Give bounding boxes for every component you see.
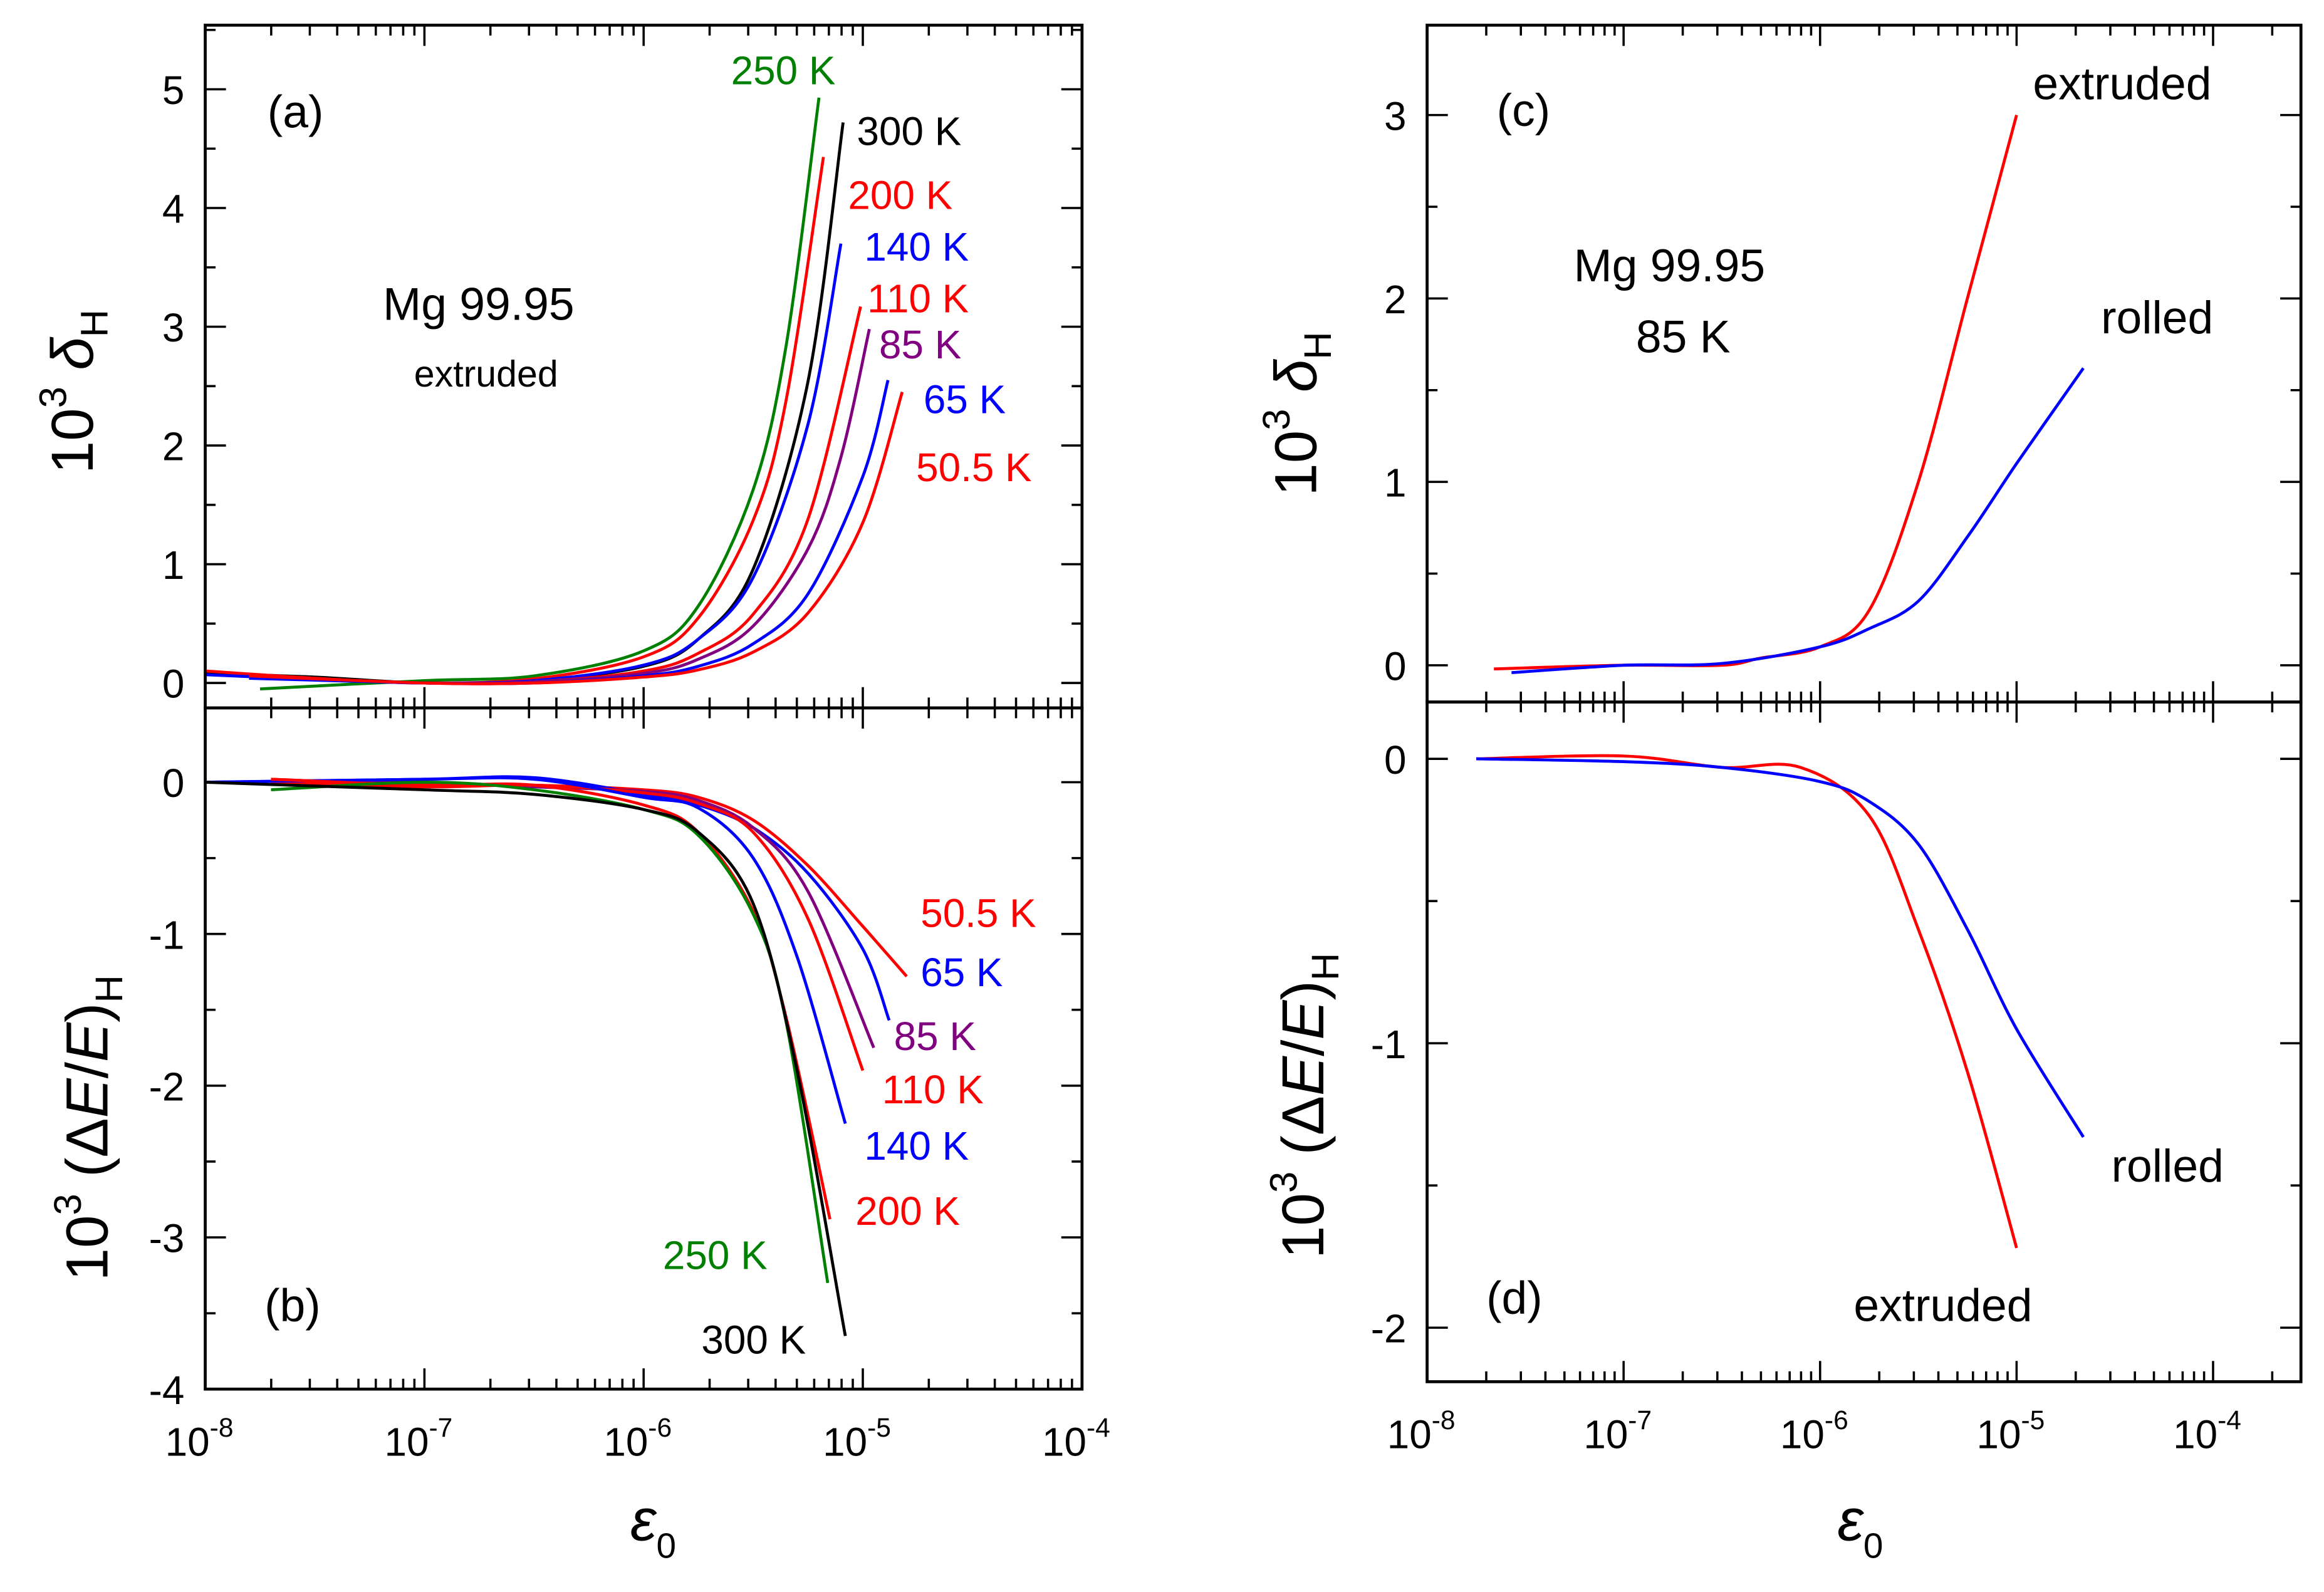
y-axis-title-c: 103 δH [1255, 331, 1340, 496]
series-label-85K: 85 K [879, 322, 961, 367]
x-tick-label: 10-4 [2173, 1405, 2241, 1457]
plot-frame [1425, 23, 2303, 704]
panel-label-c: (c) [1497, 85, 1550, 136]
panel-d: 10-8 10-7 10-6 10-5 10-4 0 -1 -2 [1371, 700, 2303, 1457]
y-tick-label: 0 [162, 662, 184, 707]
y-tick-label: 0 [162, 761, 184, 806]
panel-label-a: (a) [268, 86, 324, 137]
y-tick-label: -2 [149, 1064, 185, 1109]
plot-frame [204, 706, 1084, 1391]
y-tick-label: 5 [162, 68, 184, 113]
series-line-250K [271, 781, 830, 1284]
y-tick-label: 1 [1384, 460, 1407, 506]
panel-c: 0 1 2 3 [1384, 23, 2303, 704]
series-line-300K [205, 122, 845, 685]
y-tick-label: 2 [1384, 277, 1407, 322]
series-label-rolled: rolled [2101, 292, 2213, 343]
y-tick-label: 3 [1384, 93, 1407, 138]
x-tick-label: 10-6 [603, 1413, 672, 1465]
series-line-65K [205, 775, 891, 1021]
annotation-material: Mg 99.95 [383, 279, 574, 330]
annotation-temperature: 85 K [1636, 311, 1731, 363]
series-line-rolled [1511, 367, 2085, 674]
x-tick-label: 10-8 [165, 1413, 234, 1465]
x-tick-label: 10-6 [1780, 1405, 1848, 1457]
y-tick-label: -2 [1371, 1306, 1407, 1351]
x-tick-label: 10-5 [823, 1413, 891, 1465]
y-axis-title-d: 103 (ΔE/E)H [1263, 953, 1347, 1259]
y-tick-label: -1 [149, 912, 185, 957]
plot-frame [1425, 700, 2303, 1383]
y-tick-label: -3 [149, 1216, 185, 1261]
series-label-extruded: extruded [1853, 1279, 2032, 1331]
series-line-140K [205, 776, 847, 1125]
series-line-65K [249, 380, 890, 685]
annotation-state: extruded [414, 353, 558, 395]
series-line-300K [205, 781, 847, 1336]
series-line-extruded [1476, 754, 2018, 1249]
panel-a: 0 1 2 3 4 5 [162, 23, 1084, 710]
y-axis-title-a: 103 δH [31, 310, 116, 474]
panel-label-d: (d) [1486, 1272, 1543, 1324]
series-label-250K: 250 K [731, 48, 836, 93]
x-tick-label: 10-7 [385, 1413, 453, 1465]
series-label-140K: 140 K [864, 1123, 969, 1168]
y-tick-label: 2 [162, 424, 184, 469]
y-tick-label: 4 [162, 187, 184, 232]
y-tick-label: -1 [1371, 1022, 1407, 1067]
series-label-85K: 85 K [894, 1014, 976, 1059]
x-tick-label: 10-7 [1583, 1405, 1652, 1457]
series-label-110K: 110 K [882, 1067, 984, 1112]
series-label-65K: 65 K [920, 950, 1003, 995]
series-label-140K: 140 K [864, 224, 969, 269]
y-tick-label: 0 [1384, 643, 1407, 689]
series-label-250K: 250 K [663, 1233, 768, 1278]
y-axis-title-b: 103 (ΔE/E)H [46, 975, 131, 1281]
y-tick-label: -4 [149, 1368, 185, 1413]
series-line-110K [271, 781, 865, 1071]
series-line-extruded [1494, 115, 2018, 671]
series-line-50.5K [249, 391, 904, 685]
series-line-200K [271, 778, 831, 1220]
x-tick-label: 10-4 [1042, 1413, 1110, 1465]
series-label-50.5K: 50.5 K [916, 445, 1032, 490]
series-line-200K [205, 157, 825, 685]
x-axis-title-right: ε0 [1837, 1487, 1883, 1566]
x-tick-label: 10-5 [1977, 1405, 2045, 1457]
x-tick-label: 10-8 [1387, 1405, 1456, 1457]
panel-label-b: (b) [264, 1279, 321, 1331]
y-tick-label: 3 [162, 305, 184, 350]
series-label-300K: 300 K [701, 1317, 806, 1362]
panel-b: 10-8 10-7 10-6 10-5 10-4 0 -1 -2 -3 -4 [149, 706, 1110, 1465]
y-tick-label: 0 [1384, 737, 1407, 783]
series-label-65K: 65 K [924, 377, 1006, 422]
series-label-50.5K: 50.5 K [920, 891, 1036, 936]
series-label-extruded: extruded [2033, 58, 2211, 109]
series-label-110K: 110 K [867, 276, 969, 321]
series-label-200K: 200 K [855, 1189, 960, 1234]
x-axis-title-left: ε0 [630, 1487, 676, 1566]
series-label-rolled: rolled [2112, 1140, 2224, 1192]
series-label-300K: 300 K [857, 109, 962, 154]
annotation-material: Mg 99.95 [1574, 240, 1765, 291]
y-tick-label: 1 [162, 543, 184, 588]
series-label-200K: 200 K [848, 172, 952, 217]
series-line-250K [259, 97, 821, 690]
series-line-rolled [1476, 757, 2085, 1138]
